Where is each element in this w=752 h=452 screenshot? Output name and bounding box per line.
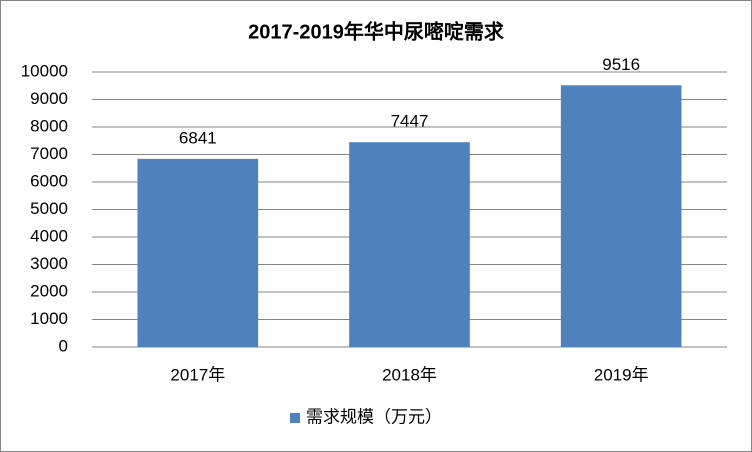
- y-tick-label: 2000: [30, 281, 68, 300]
- y-tick-label: 0: [59, 336, 68, 355]
- y-tick-label: 9000: [30, 89, 68, 108]
- y-tick-label: 6000: [30, 171, 68, 190]
- bar: [560, 85, 682, 347]
- data-label: 7447: [391, 112, 429, 131]
- legend-label: 需求规模（万元）: [306, 407, 442, 426]
- chart-title: 2017-2019年华中尿嘧啶需求: [248, 19, 505, 43]
- x-tick-label: 2017年: [170, 365, 225, 384]
- x-tick-label: 2019年: [594, 365, 649, 384]
- bar: [137, 158, 259, 347]
- y-tick-label: 1000: [30, 309, 68, 328]
- legend-swatch: [290, 413, 300, 423]
- y-tick-label: 4000: [30, 226, 68, 245]
- y-tick-label: 5000: [30, 199, 68, 218]
- x-tick-label: 2018年: [382, 365, 437, 384]
- y-tick-label: 3000: [30, 254, 68, 273]
- y-tick-label: 10000: [21, 61, 68, 80]
- data-label: 9516: [602, 55, 640, 74]
- data-label: 6841: [179, 128, 217, 147]
- y-tick-label: 7000: [30, 144, 68, 163]
- bar: [349, 142, 470, 347]
- y-tick-label: 8000: [30, 116, 68, 135]
